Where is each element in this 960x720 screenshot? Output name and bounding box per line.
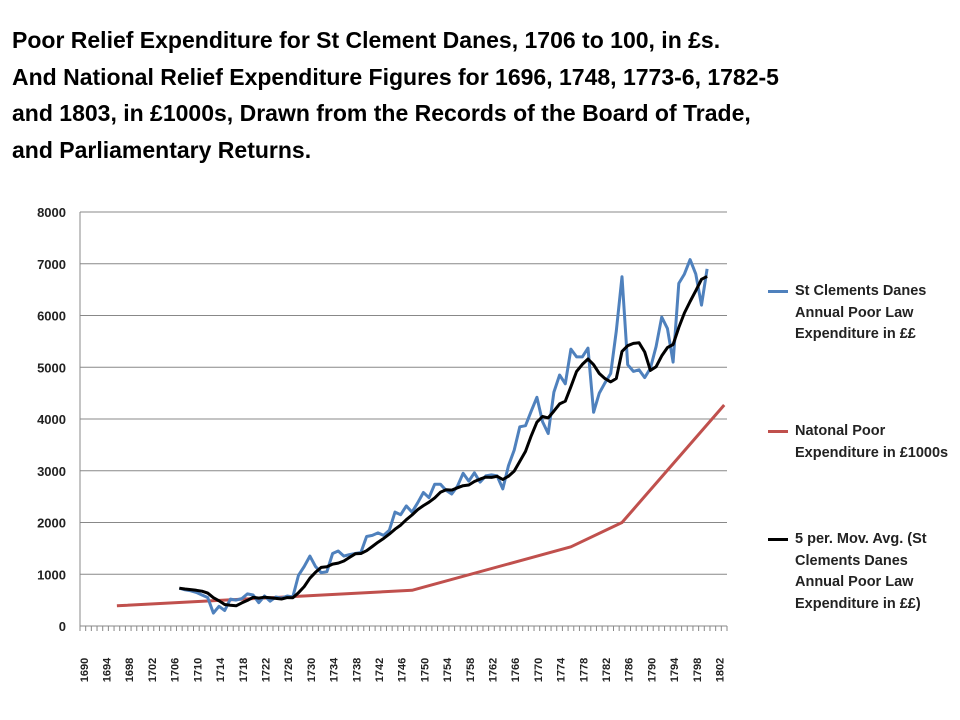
y-tick-label: 8000 bbox=[37, 205, 66, 220]
x-tick-label: 1770 bbox=[533, 658, 545, 682]
title-line: and Parliamentary Returns. bbox=[12, 136, 312, 163]
x-tick-label: 1714 bbox=[215, 657, 227, 682]
x-tick-label: 1778 bbox=[578, 658, 590, 682]
title-line: and 1803, in £1000s, Drawn from the Reco… bbox=[12, 100, 751, 126]
y-tick-label: 2000 bbox=[37, 516, 66, 531]
x-tick-label: 1774 bbox=[556, 657, 568, 682]
title-line: And National Relief Expenditure Figures … bbox=[12, 63, 779, 90]
x-tick-label: 1766 bbox=[510, 658, 522, 682]
y-tick-label: 5000 bbox=[37, 360, 66, 375]
x-tick-label: 1738 bbox=[351, 658, 363, 682]
legend-item-moving-average: 5 per. Mov. Avg. (St Clements Danes Annu… bbox=[768, 529, 955, 615]
x-tick-label: 1762 bbox=[487, 658, 499, 682]
x-tick-label: 1730 bbox=[306, 658, 318, 682]
y-tick-label: 6000 bbox=[37, 309, 66, 324]
legend-swatch bbox=[768, 430, 788, 433]
y-tick-label: 1000 bbox=[37, 567, 66, 582]
x-tick-label: 1786 bbox=[624, 658, 636, 682]
legend-swatch bbox=[768, 290, 788, 293]
x-tick-label: 1718 bbox=[238, 658, 250, 682]
series-national-line bbox=[116, 404, 726, 608]
x-tick-label: 1750 bbox=[419, 658, 431, 682]
legend-item-national: Natonal Poor Expenditure in £1000s bbox=[768, 421, 955, 464]
x-tick-label: 1782 bbox=[601, 658, 613, 682]
legend-label: 5 per. Mov. Avg. (St Clements Danes Annu… bbox=[795, 531, 927, 612]
legend-swatch bbox=[768, 538, 788, 541]
series-moving-average-line bbox=[179, 275, 708, 608]
x-tick-label: 1754 bbox=[442, 657, 454, 682]
x-tick-label: 1710 bbox=[192, 658, 204, 682]
x-tick-label: 1798 bbox=[692, 658, 704, 682]
x-tick-label: 1802 bbox=[714, 658, 726, 682]
x-tick-label: 1790 bbox=[646, 658, 658, 682]
legend-label: St Clements Danes Annual Poor Law Expend… bbox=[795, 283, 927, 342]
x-tick-label: 1726 bbox=[283, 658, 295, 682]
y-tick-label: 4000 bbox=[37, 412, 66, 427]
chart-title: Poor Relief Expenditure for St Clement D… bbox=[12, 22, 957, 168]
x-tick-label: 1698 bbox=[124, 658, 136, 682]
x-tick-label: 1706 bbox=[170, 658, 182, 682]
x-tick-label: 1794 bbox=[669, 657, 681, 682]
y-tick-label: 7000 bbox=[37, 257, 66, 272]
x-tick-label: 1702 bbox=[147, 658, 159, 682]
y-tick-label: 0 bbox=[59, 619, 66, 634]
x-tick-label: 1694 bbox=[102, 657, 114, 682]
x-tick-label: 1722 bbox=[260, 658, 272, 682]
legend-label: Natonal Poor Expenditure in £1000s bbox=[795, 423, 949, 461]
legend-item-st-clements: St Clements Danes Annual Poor Law Expend… bbox=[768, 281, 955, 346]
x-tick-label: 1690 bbox=[79, 658, 91, 682]
y-tick-label: 3000 bbox=[37, 464, 66, 479]
x-tick-label: 1742 bbox=[374, 658, 386, 682]
x-tick-label: 1758 bbox=[465, 658, 477, 682]
title-line: Poor Relief Expenditure for St Clement D… bbox=[12, 27, 721, 53]
x-tick-label: 1746 bbox=[397, 658, 409, 682]
series-st-clements-line bbox=[178, 258, 709, 615]
x-tick-label: 1734 bbox=[329, 657, 341, 682]
